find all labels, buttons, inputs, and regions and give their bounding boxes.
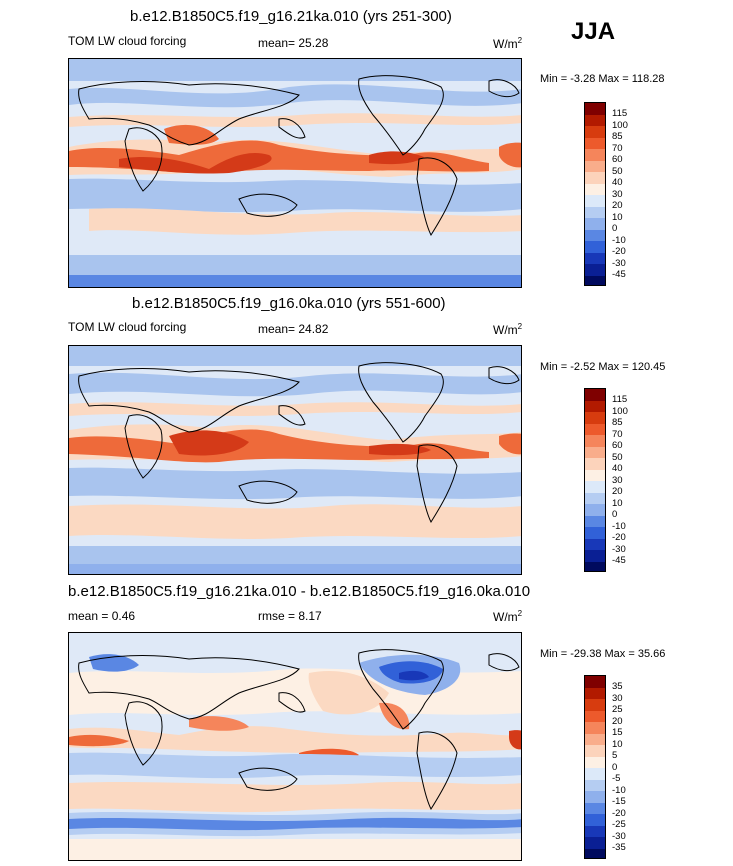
panel-2-minmax: Min = -2.52 Max = 120.45 (540, 361, 666, 373)
panel-1-colorbar (584, 102, 606, 286)
panel-1-colorbar-label: -30 (612, 257, 626, 269)
panel-2-colorbar-label: 0 (612, 509, 618, 520)
season-label: JJA (571, 18, 616, 45)
panel-1-colorbar-label: 30 (612, 188, 623, 200)
panel-1-colorbar-label: 40 (612, 177, 623, 188)
panel-2-colorbar-label: -30 (612, 543, 626, 555)
panel-2-variable-label: TOM LW cloud forcing (68, 320, 187, 334)
panel-2-colorbar-label: -45 (612, 555, 626, 566)
panel-1-colorbar-label: -45 (612, 269, 626, 280)
panel-1-colorbar-label: 10 (612, 211, 623, 223)
panel-3-colorbar-label: -10 (612, 784, 626, 796)
panel-2-colorbar-label: 40 (612, 463, 623, 474)
panel-3-colorbar-label: 30 (612, 692, 623, 704)
panel-2-colorbar-label: 100 (612, 405, 628, 417)
panel-1-units: W/m2 (493, 36, 523, 51)
panel-3-colorbar-label: -30 (612, 830, 626, 842)
panel-3-contour-field (69, 633, 521, 860)
panel-2-contour-field (69, 346, 521, 574)
panel-1-colorbar-label: 70 (612, 142, 623, 154)
panel-3-units: W/m2 (493, 609, 523, 624)
panel-2-colorbar-label: 115 (612, 394, 628, 405)
panel-3-colorbar-label: 15 (612, 727, 623, 738)
panel-1-colorbar-label: 50 (612, 165, 623, 177)
panel-3-colorbar-label: -35 (612, 842, 626, 853)
panel-3-minmax: Min = -29.38 Max = 35.66 (540, 648, 666, 660)
panel-3-colorbar-label: 10 (612, 738, 623, 750)
panel-2-colorbar-label: 30 (612, 474, 623, 486)
panel-3-colorbar (584, 675, 606, 859)
panel-3-colorbar-label: 5 (612, 750, 618, 761)
panel-2-colorbar-label: 60 (612, 440, 623, 451)
panel-3-colorbar-label: -5 (612, 773, 621, 784)
panel-1-variable-label: TOM LW cloud forcing (68, 34, 187, 48)
panel-3-colorbar-label: -15 (612, 796, 626, 807)
panel-2-colorbar-label: 70 (612, 428, 623, 440)
panel-1-colorbar-label: 115 (612, 108, 628, 119)
panel-1-colorbar-label: -20 (612, 246, 626, 257)
panel-1-mean-label: mean= 25.28 (258, 36, 329, 50)
panel-1-contour-field (69, 59, 521, 287)
panel-1-title: b.e12.B1850C5.f19_g16.21ka.010 (yrs 251-… (130, 8, 452, 25)
panel-2-mean-label: mean= 24.82 (258, 322, 329, 336)
panel-2-colorbar-label: 10 (612, 497, 623, 509)
panel-1-colorbar-label: 20 (612, 200, 623, 211)
panel-1-colorbar-label: 60 (612, 154, 623, 165)
panel-1-colorbar-label: 100 (612, 119, 628, 131)
panel-3-colorbar-label: 20 (612, 715, 623, 727)
panel-1-minmax: Min = -3.28 Max = 118.28 (540, 73, 665, 85)
panel-1-map (68, 58, 522, 288)
panel-1-colorbar-label: 85 (612, 131, 623, 142)
panel-2-colorbar-label: -10 (612, 520, 626, 532)
panel-3-colorbar-label: -20 (612, 807, 626, 819)
panel-3-rmse-label: rmse = 8.17 (258, 609, 322, 623)
panel-3-title: b.e12.B1850C5.f19_g16.21ka.010 - b.e12.B… (68, 583, 531, 600)
panel-2-colorbar (584, 388, 606, 572)
panel-3-colorbar-label: 25 (612, 704, 623, 715)
panel-2-colorbar-label: -20 (612, 532, 626, 543)
panel-2-map (68, 345, 522, 575)
panel-1-colorbar-label: 0 (612, 223, 618, 234)
panel-2-colorbar-label: 20 (612, 486, 623, 497)
panel-2-colorbar-label: 50 (612, 451, 623, 463)
panel-3-colorbar-label: 0 (612, 761, 618, 773)
panel-1-colorbar-label: -10 (612, 234, 626, 246)
panel-3-mean-label: mean = 0.46 (68, 609, 136, 623)
panel-2-title: b.e12.B1850C5.f19_g16.0ka.010 (yrs 551-6… (132, 295, 446, 312)
panel-3-map (68, 632, 522, 861)
panel-3-colorbar-label: 35 (612, 681, 623, 692)
panel-2-units: W/m2 (493, 322, 523, 337)
panel-2-colorbar-label: 85 (612, 417, 623, 428)
panel-3-colorbar-label: -25 (612, 819, 626, 830)
